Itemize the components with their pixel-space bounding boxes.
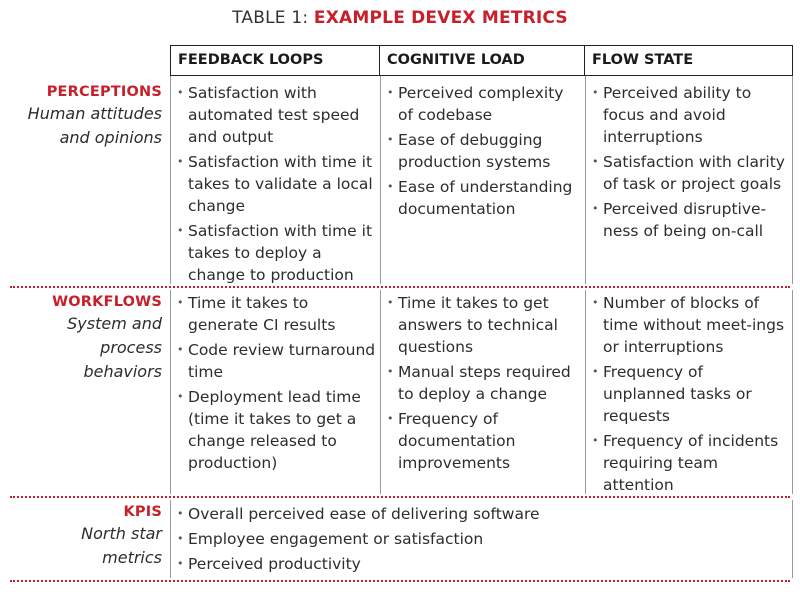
- list-item: Perceived disruptive-ness of being on-ca…: [591, 198, 788, 242]
- list-item: Perceived complexity of codebase: [386, 82, 581, 126]
- row-category: WORKFLOWS: [52, 294, 162, 310]
- list-item: Satisfaction with automated test speed a…: [176, 82, 376, 148]
- list-item: Frequency of documentation improvements: [386, 408, 581, 474]
- column-divider: [380, 76, 381, 284]
- row-description: Human attitudes: [27, 104, 162, 123]
- list-item: Perceived productivity: [176, 553, 776, 575]
- list-item: Perceived ability to focus and avoid int…: [591, 82, 788, 148]
- list-item: Frequency of unplanned tasks or requests: [591, 361, 788, 427]
- row-separator: [10, 496, 790, 498]
- row-category: KPIS: [123, 504, 162, 520]
- row-description: North star: [81, 524, 162, 543]
- list-item: Time it takes to get answers to technica…: [386, 292, 581, 358]
- row-description: System and: [67, 314, 162, 333]
- list-item: Satisfaction with time it takes to deplo…: [176, 220, 376, 286]
- column-divider: [585, 76, 586, 284]
- list-item: Frequency of incidents requiring team at…: [591, 430, 788, 496]
- row-label-perceptions: PERCEPTIONS Human attitudes and opinions: [0, 84, 162, 150]
- list-item: Number of blocks of time without meet-in…: [591, 292, 788, 358]
- cell-workflows-feedback-loops: Time it takes to generate CI results Cod…: [176, 292, 376, 477]
- list-item: Ease of understanding documentation: [386, 176, 581, 220]
- list-item: Time it takes to generate CI results: [176, 292, 376, 336]
- cell-workflows-flow-state: Number of blocks of time without meet-in…: [591, 292, 788, 499]
- column-header-flow-state: FLOW STATE: [585, 45, 793, 76]
- table-number: TABLE 1:: [232, 8, 309, 28]
- list-item: Employee engagement or satisfaction: [176, 528, 776, 550]
- list-item: Ease of debugging production systems: [386, 129, 581, 173]
- column-divider: [792, 500, 793, 578]
- column-divider: [170, 290, 171, 494]
- row-separator: [10, 580, 790, 582]
- cell-perceptions-flow-state: Perceived ability to focus and avoid int…: [591, 82, 788, 245]
- column-divider: [792, 76, 793, 284]
- table-heading: EXAMPLE DEVEX METRICS: [313, 8, 568, 28]
- row-label-workflows: WORKFLOWS System and process behaviors: [0, 294, 162, 384]
- list-item: Satisfaction with clarity of task or pro…: [591, 151, 788, 195]
- cell-perceptions-cognitive-load: Perceived complexity of codebase Ease of…: [386, 82, 581, 223]
- list-item: Satisfaction with time it takes to valid…: [176, 151, 376, 217]
- column-divider: [792, 290, 793, 494]
- row-description: behaviors: [83, 362, 162, 381]
- list-item: Overall perceived ease of delivering sof…: [176, 503, 776, 525]
- row-description: and opinions: [59, 128, 162, 147]
- row-label-kpis: KPIS North star metrics: [0, 504, 162, 570]
- row-description: metrics: [102, 548, 162, 567]
- cell-perceptions-feedback-loops: Satisfaction with automated test speed a…: [176, 82, 376, 289]
- column-header-feedback-loops: FEEDBACK LOOPS: [170, 45, 380, 76]
- list-item: Code review turnaround time: [176, 339, 376, 383]
- list-item: Deployment lead time (time it takes to g…: [176, 386, 376, 474]
- column-divider: [170, 76, 171, 284]
- cell-kpis: Overall perceived ease of delivering sof…: [176, 503, 776, 578]
- column-divider: [380, 290, 381, 494]
- column-divider: [585, 290, 586, 494]
- row-separator: [10, 286, 790, 288]
- row-category: PERCEPTIONS: [46, 84, 162, 100]
- row-description: process: [100, 338, 162, 357]
- table-title: TABLE 1: EXAMPLE DEVEX METRICS: [0, 8, 800, 28]
- list-item: Manual steps required to deploy a change: [386, 361, 581, 405]
- cell-workflows-cognitive-load: Time it takes to get answers to technica…: [386, 292, 581, 477]
- column-divider: [170, 500, 171, 578]
- column-header-cognitive-load: COGNITIVE LOAD: [380, 45, 585, 76]
